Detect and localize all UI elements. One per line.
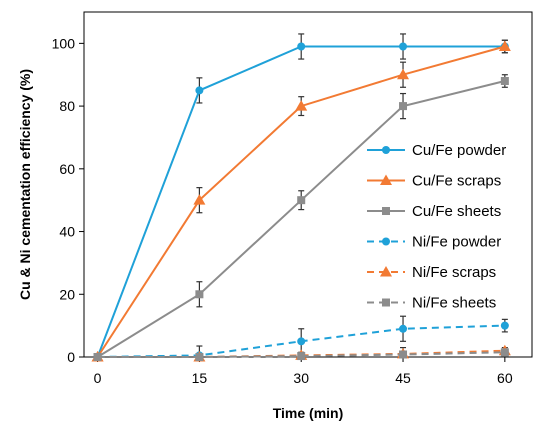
data-point	[193, 194, 206, 205]
legend-marker	[382, 298, 390, 307]
data-point	[195, 290, 204, 299]
data-point	[195, 86, 204, 95]
legend: Cu/Fe powder Cu/Fe scraps Cu/Fe sheets Ni/F…	[367, 142, 506, 312]
legend-label: Cu/Fe sheets	[412, 203, 501, 220]
legend-label: Cu/Fe powder	[412, 142, 506, 159]
legend-entry: Cu/Fe scraps	[367, 173, 501, 190]
legend-label: Ni/Fe powder	[412, 234, 501, 251]
data-point	[93, 353, 102, 361]
y-tick-label: 60	[59, 161, 75, 177]
plot-frame	[83, 11, 533, 358]
data-point	[500, 348, 509, 357]
x-tick-label: 15	[192, 370, 208, 386]
y-tick-label: 80	[59, 98, 75, 114]
data-point	[399, 350, 408, 359]
legend-label: Ni/Fe scraps	[412, 264, 496, 281]
series-ni-fe-sheets	[93, 348, 509, 361]
data-point	[399, 42, 408, 51]
data-point	[498, 40, 511, 51]
legend-marker	[382, 207, 390, 215]
data-point	[397, 68, 410, 80]
x-axis-title: Time (min)	[273, 405, 344, 421]
legend-label: Cu/Fe scraps	[412, 173, 501, 190]
data-point	[500, 77, 509, 85]
x-tick-label: 60	[497, 370, 513, 386]
axes: 0 20 40 60 80 100 0 15 30 45 60	[52, 11, 533, 386]
x-tick-label: 45	[395, 370, 411, 386]
y-tick-label: 100	[52, 35, 76, 51]
legend-label: Ni/Fe sheets	[412, 295, 496, 312]
legend-entry: Ni/Fe scraps	[367, 264, 496, 281]
data-point	[297, 352, 306, 361]
data-point	[297, 42, 306, 51]
legend-marker	[380, 266, 392, 277]
y-tick-label: 20	[59, 286, 75, 302]
data-point	[195, 353, 204, 361]
data-point	[297, 337, 306, 346]
series-layer	[91, 33, 511, 362]
legend-entry: Cu/Fe sheets	[367, 203, 501, 220]
x-tick-label: 0	[94, 370, 102, 386]
y-tick-label: 0	[67, 349, 75, 365]
data-point	[399, 324, 408, 333]
legend-entry: Ni/Fe sheets	[367, 295, 496, 312]
legend-entry: Cu/Fe powder	[367, 142, 506, 159]
x-tick-label: 30	[293, 370, 309, 386]
data-point	[399, 102, 408, 111]
legend-entry: Ni/Fe powder	[367, 234, 501, 251]
series-line	[97, 351, 505, 358]
data-point	[297, 196, 306, 205]
legend-marker	[382, 237, 390, 246]
y-axis-title: Cu & Ni cementation efficiency (%)	[17, 69, 33, 300]
legend-marker	[380, 174, 392, 185]
legend-marker	[382, 146, 390, 154]
data-point	[295, 100, 308, 111]
y-tick-label: 40	[59, 224, 75, 240]
data-point	[500, 321, 509, 330]
